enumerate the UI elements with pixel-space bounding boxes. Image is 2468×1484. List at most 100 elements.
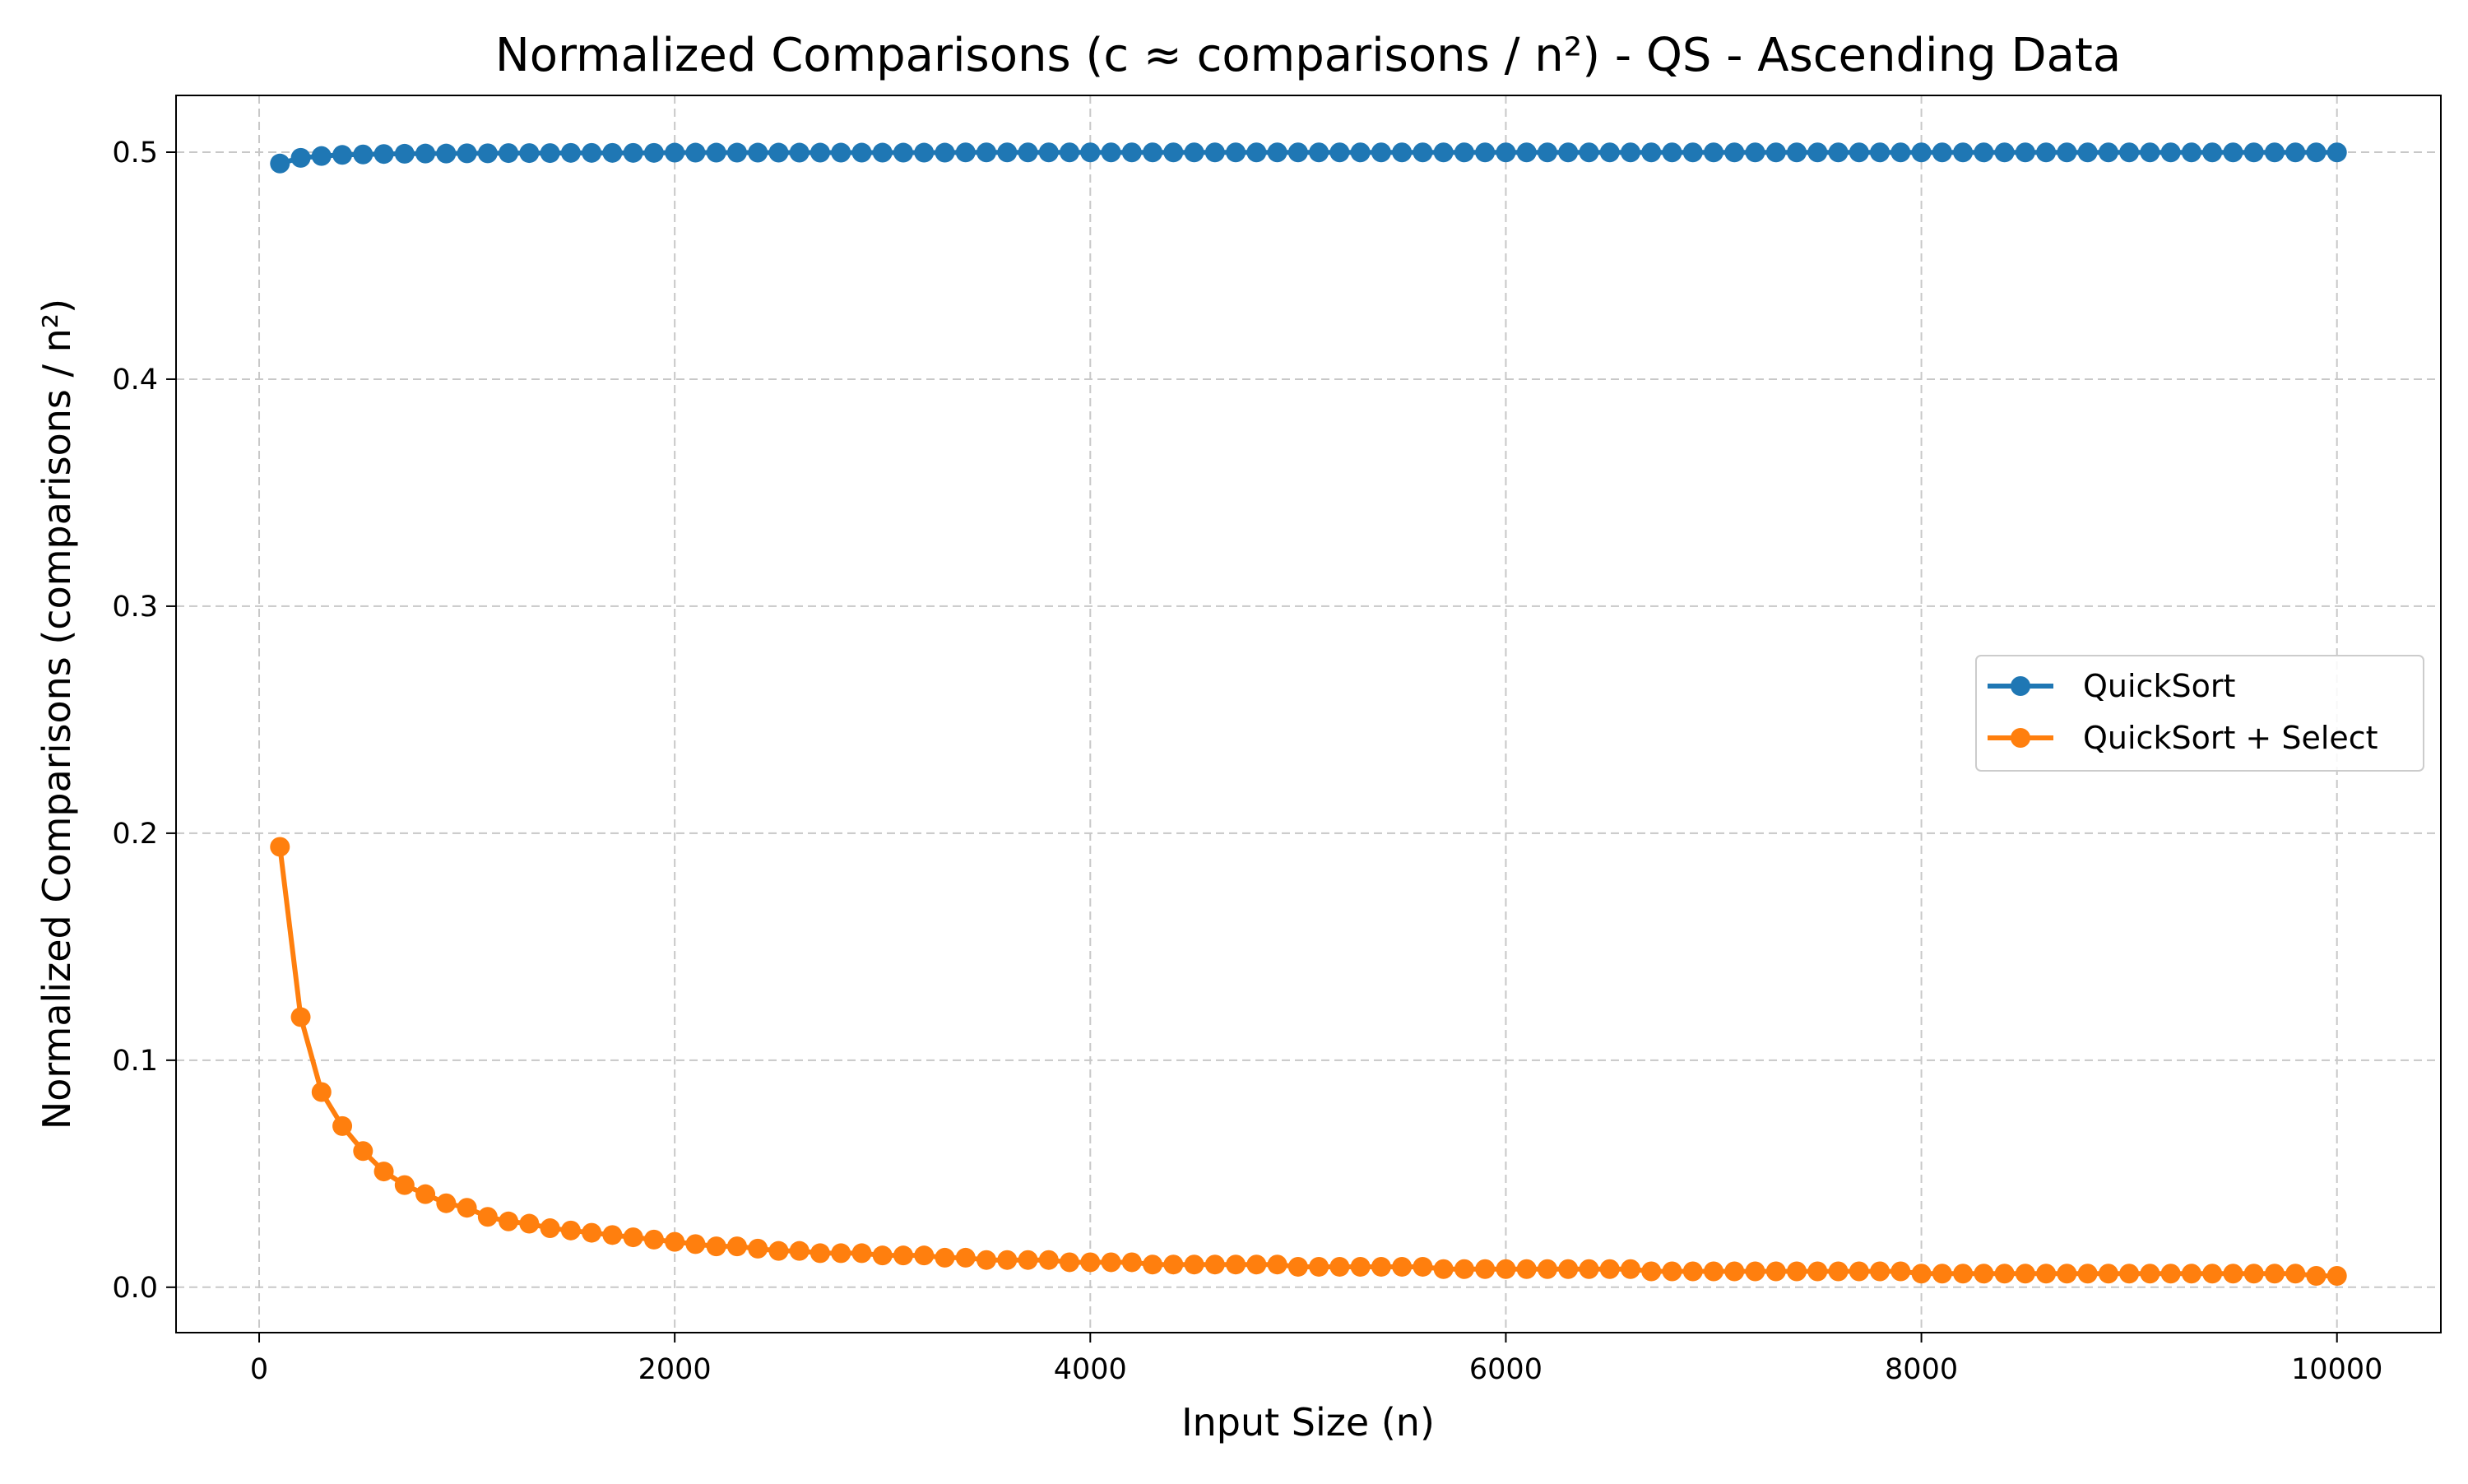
data-point-quicksort [1558, 142, 1579, 163]
data-point-quicksort [415, 143, 436, 164]
data-point-quicksort-select [977, 1250, 997, 1270]
data-point-quicksort [1392, 142, 1413, 163]
data-point-quicksort-select [1038, 1250, 1059, 1270]
x-tick-label: 6000 [1469, 1353, 1542, 1386]
data-point-quicksort-select [1890, 1261, 1911, 1282]
data-point-quicksort-select [560, 1220, 581, 1241]
data-point-quicksort [997, 142, 1018, 163]
legend-marker-quicksort [2011, 676, 2030, 696]
data-point-quicksort-select [1287, 1256, 1308, 1277]
data-point-quicksort-select [914, 1245, 935, 1266]
data-point-quicksort [872, 142, 893, 163]
data-point-quicksort-select [1953, 1264, 1974, 1284]
data-point-quicksort-select [1143, 1254, 1163, 1275]
data-point-quicksort-select [1765, 1261, 1786, 1282]
data-point-quicksort [748, 142, 768, 163]
data-point-quicksort [1121, 142, 1142, 163]
data-point-quicksort-select [685, 1234, 706, 1254]
data-point-quicksort [290, 147, 311, 168]
data-point-quicksort-select [1101, 1252, 1121, 1273]
y-tick-label: 0.3 [112, 591, 158, 624]
data-point-quicksort [935, 142, 955, 163]
data-point-quicksort [1870, 142, 1890, 163]
data-point-quicksort-select [748, 1238, 768, 1259]
data-point-quicksort-select [2036, 1264, 2057, 1284]
x-tick-label: 0 [250, 1353, 268, 1386]
data-point-quicksort-select [519, 1213, 540, 1234]
data-point-quicksort [2140, 142, 2160, 163]
data-point-quicksort-select [955, 1247, 976, 1268]
grid-lines [176, 95, 2441, 1333]
data-point-quicksort [311, 146, 332, 166]
data-point-quicksort-select [1974, 1264, 1994, 1284]
x-tick-label: 4000 [1054, 1353, 1127, 1386]
data-point-quicksort [1454, 142, 1474, 163]
data-point-quicksort-select [623, 1227, 643, 1248]
data-point-quicksort-select [311, 1082, 332, 1102]
data-point-quicksort [1724, 142, 1745, 163]
data-point-quicksort-select [2160, 1264, 2181, 1284]
data-point-quicksort [2036, 142, 2057, 163]
data-point-quicksort [1204, 142, 1225, 163]
data-point-quicksort [1329, 142, 1350, 163]
data-point-quicksort-select [353, 1141, 373, 1162]
data-point-quicksort-select [2264, 1264, 2285, 1284]
data-point-quicksort-select [706, 1236, 726, 1257]
data-point-quicksort [2181, 142, 2201, 163]
data-point-quicksort [1579, 142, 1599, 163]
data-point-quicksort-select [394, 1175, 415, 1195]
y-tick-label: 0.0 [112, 1272, 158, 1305]
series-quicksort-select [270, 837, 2347, 1287]
data-point-quicksort [1267, 142, 1287, 163]
data-point-quicksort [436, 143, 457, 164]
data-point-quicksort-select [2202, 1264, 2223, 1284]
data-point-quicksort [893, 142, 913, 163]
data-point-quicksort [270, 153, 290, 174]
data-point-quicksort [1994, 142, 2015, 163]
data-point-quicksort-select [2119, 1264, 2140, 1284]
data-point-quicksort-select [2327, 1266, 2347, 1287]
data-point-quicksort [851, 142, 872, 163]
data-point-quicksort-select [789, 1241, 810, 1261]
data-point-quicksort-select [2098, 1264, 2118, 1284]
y-axis-ticks: 0.0 0.1 0.2 0.3 0.4 0.5 [112, 137, 176, 1305]
data-point-quicksort [914, 142, 935, 163]
data-point-quicksort-select [2077, 1264, 2098, 1284]
data-point-quicksort [2243, 142, 2264, 163]
data-point-quicksort [1184, 142, 1204, 163]
data-point-quicksort [955, 142, 976, 163]
data-point-quicksort-select [1558, 1259, 1579, 1279]
data-point-quicksort-select [415, 1184, 436, 1204]
series-line-quicksort [279, 150, 2337, 166]
data-point-quicksort-select [1060, 1252, 1080, 1273]
data-point-quicksort-select [1267, 1254, 1287, 1275]
data-point-quicksort-select [436, 1193, 457, 1213]
data-point-quicksort [1350, 142, 1371, 163]
data-point-quicksort-select [1849, 1261, 1869, 1282]
data-point-quicksort [1620, 142, 1640, 163]
data-point-quicksort [1433, 142, 1454, 163]
legend-label-quicksort-select: QuickSort + Select [2083, 720, 2378, 756]
legend-box [1975, 655, 2424, 772]
data-point-quicksort [540, 143, 560, 164]
data-point-quicksort [1246, 142, 1267, 163]
data-point-quicksort [623, 142, 643, 163]
data-point-quicksort-select [1579, 1259, 1599, 1279]
y-tick-label: 0.2 [112, 818, 158, 851]
data-point-quicksort-select [1807, 1261, 1828, 1282]
data-point-quicksort-select [1246, 1254, 1267, 1275]
data-point-quicksort [1018, 142, 1038, 163]
data-point-quicksort-select [1163, 1254, 1184, 1275]
data-point-quicksort [1745, 142, 1765, 163]
data-point-quicksort-select [1371, 1256, 1391, 1277]
data-point-quicksort [1890, 142, 1911, 163]
data-point-quicksort [2098, 142, 2118, 163]
data-point-quicksort-select [1475, 1259, 1496, 1279]
data-point-quicksort [1413, 142, 1433, 163]
data-point-quicksort [477, 143, 498, 164]
data-point-quicksort-select [1745, 1261, 1765, 1282]
data-point-quicksort [1516, 142, 1537, 163]
data-point-quicksort [1682, 142, 1703, 163]
data-point-quicksort [706, 142, 726, 163]
